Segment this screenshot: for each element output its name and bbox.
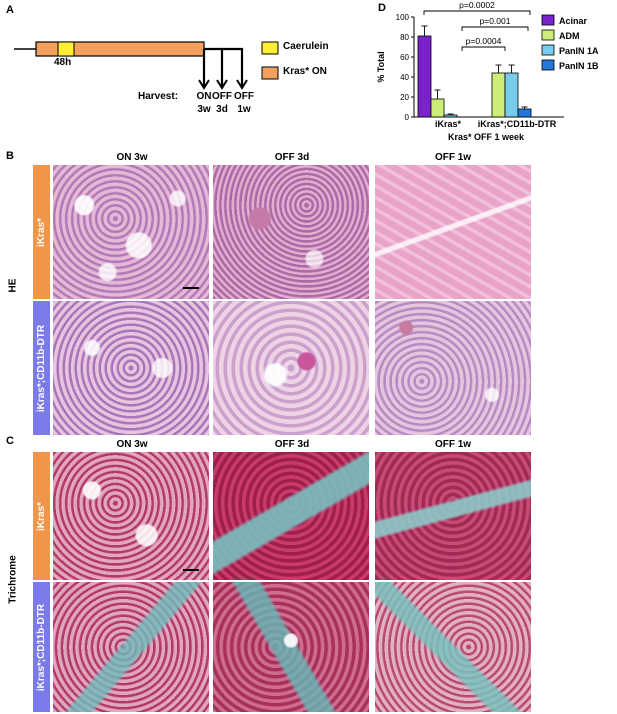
trichrome-side-label: Trichrome — [7, 555, 19, 604]
row-band-cd11b-he: iKras*;CD11b-DTR — [33, 301, 50, 435]
row-band-ikras-he: iKras* — [33, 165, 50, 299]
micro-he-cd11b-off3d — [213, 301, 369, 435]
he-col-off-1w: OFF 1w — [434, 152, 472, 163]
legend-label-2: PanIN 1A — [559, 46, 599, 56]
legend-label-caerulein: Caerulein — [283, 41, 329, 52]
tri-col-off-1w: OFF 1w — [434, 439, 472, 450]
tri-col-off-3d: OFF 3d — [274, 439, 310, 450]
scale-bar — [183, 569, 199, 571]
y-tick-label-1: 20 — [400, 93, 409, 102]
caerulein-bar — [57, 41, 75, 57]
micro-he-cd11b-on3w — [53, 301, 209, 435]
p-value-0: p=0.0002 — [459, 0, 495, 10]
bar-0-0 — [417, 35, 432, 118]
micro-he-cd11b-off1w — [375, 301, 531, 435]
micro-tri-ikras-off3d — [213, 452, 369, 580]
legend-label-kras-on: Kras* ON — [283, 66, 327, 77]
legend-swatch-2 — [541, 44, 555, 56]
legend-swatch-caerulein — [261, 41, 279, 55]
p-value-2: p=0.0004 — [466, 36, 502, 46]
bar-1-2 — [504, 72, 519, 118]
legend-swatch-1 — [541, 29, 555, 41]
harvest-label: Harvest: — [138, 91, 179, 102]
micro-tri-cd11b-off1w — [375, 582, 531, 712]
micro-he-ikras-off3d — [213, 165, 369, 299]
y-tick-label-5: 100 — [396, 13, 410, 22]
legend-swatch-0 — [541, 14, 555, 26]
significance-bracket-2 — [461, 46, 506, 51]
bar-1-3 — [517, 108, 532, 118]
significance-bracket-1 — [461, 26, 529, 31]
category-label-0: iKras* — [435, 119, 462, 129]
p-value-1: p=0.001 — [480, 16, 511, 26]
legend-label-1: ADM — [559, 31, 580, 41]
y-tick-label-3: 60 — [400, 53, 409, 62]
legend-swatch-kras-on — [261, 66, 279, 80]
legend-label-0: Acinar — [559, 16, 588, 26]
micro-tri-ikras-off1w — [375, 452, 531, 580]
bar-chart: 0 20 40 60 80 100 % Total iKras* iKras*;CD11b-DT… — [376, 0, 599, 142]
timepoint-1-bottom: 3w — [197, 104, 211, 115]
row-band-cd11b-tri: iKras*;CD11b-DTR — [33, 582, 50, 712]
x-axis-label: Kras* OFF 1 week — [448, 132, 525, 142]
panel-letter-d: D — [378, 2, 386, 14]
row-label-cd11b-tri: iKras*;CD11b-DTR — [36, 603, 47, 691]
timepoint-3-top: OFF — [234, 91, 254, 102]
row-band-ikras-tri: iKras* — [33, 452, 50, 580]
scale-bar — [183, 287, 199, 289]
micro-tri-cd11b-off3d — [213, 582, 369, 712]
legend-label-3: PanIN 1B — [559, 61, 599, 71]
timepoint-2-bottom: 3d — [216, 104, 228, 115]
he-side-label: HE — [7, 278, 19, 293]
row-label-ikras-he: iKras* — [36, 217, 47, 247]
row-label-cd11b-he: iKras*;CD11b-DTR — [36, 324, 47, 412]
panel-letter-a: A — [6, 4, 14, 16]
y-axis-label: % Total — [376, 51, 386, 82]
micro-tri-ikras-on3w — [53, 452, 209, 580]
micro-he-ikras-off1w — [375, 165, 531, 299]
timepoint-1-top: ON — [196, 91, 212, 102]
bar-1-1 — [491, 72, 506, 118]
row-label-ikras-tri: iKras* — [36, 501, 47, 531]
panel-letter-c: C — [6, 435, 14, 447]
category-label-1: iKras*;CD11b-DTR — [478, 119, 557, 129]
y-tick-label-2: 40 — [400, 73, 409, 82]
panel-letter-b: B — [6, 150, 14, 162]
bar-0-2 — [443, 114, 458, 118]
tri-col-on-3w: ON 3w — [116, 439, 148, 450]
significance-bracket-0 — [423, 10, 531, 15]
timeline-48h-label: 48h — [54, 57, 72, 68]
micro-he-ikras-on3w — [53, 165, 209, 299]
legend-swatch-3 — [541, 59, 555, 71]
timeline-diagram — [14, 41, 279, 90]
micro-tri-cd11b-on3w — [53, 582, 209, 712]
y-tick-label-0: 0 — [405, 113, 410, 122]
y-tick-label-4: 80 — [400, 33, 409, 42]
he-col-off-3d: OFF 3d — [274, 152, 310, 163]
timepoint-3-bottom: 1w — [237, 104, 251, 115]
bar-0-1 — [430, 98, 445, 118]
he-col-on-3w: ON 3w — [116, 152, 148, 163]
timepoint-2-top: OFF — [212, 91, 232, 102]
